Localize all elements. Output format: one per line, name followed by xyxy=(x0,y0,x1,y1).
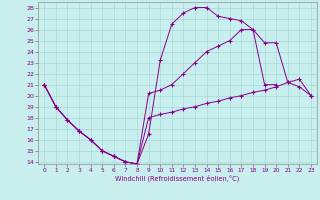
X-axis label: Windchill (Refroidissement éolien,°C): Windchill (Refroidissement éolien,°C) xyxy=(116,175,240,182)
